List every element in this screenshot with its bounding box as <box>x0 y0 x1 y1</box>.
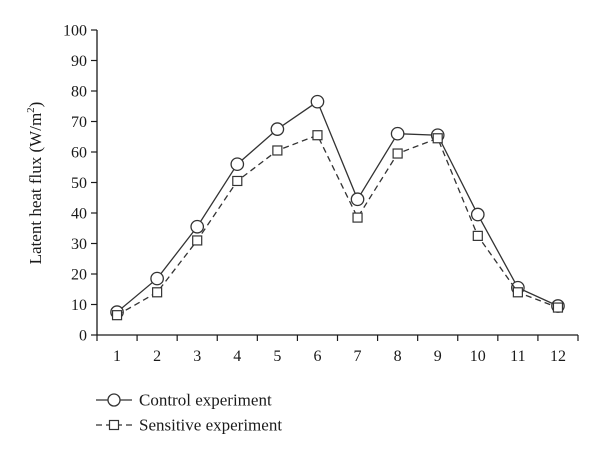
data-point-square <box>472 230 483 241</box>
legend-marker-square <box>108 419 120 431</box>
data-point-circle <box>270 122 285 136</box>
y-tick-label: 40 <box>71 206 87 223</box>
data-point-circle <box>470 207 485 222</box>
data-point-circle <box>350 192 365 207</box>
y-tick-label: 50 <box>71 175 87 192</box>
legend-item-control: Control experiment <box>96 391 272 410</box>
y-tick-label: 90 <box>71 53 87 70</box>
data-point-square <box>192 235 203 246</box>
y-tick-label: 10 <box>71 297 87 314</box>
y-tick-label: 100 <box>63 23 87 40</box>
series-line <box>116 134 559 316</box>
legend-marker-circle <box>107 393 121 407</box>
x-tick-label: 10 <box>470 348 486 365</box>
data-point-square <box>512 287 523 298</box>
data-point-square <box>432 133 443 144</box>
x-tick-label: 12 <box>550 348 566 365</box>
data-point-square <box>272 145 283 156</box>
data-point-circle <box>190 219 205 234</box>
data-point-circle <box>150 271 164 286</box>
x-tick-label: 11 <box>510 348 525 365</box>
series-control <box>110 94 565 319</box>
x-tick-label: 7 <box>354 348 362 365</box>
legend-item-sensitive: Sensitive experiment <box>96 416 282 435</box>
x-tick-label: 4 <box>233 348 241 365</box>
y-tick-label: 70 <box>71 114 87 131</box>
data-point-square <box>352 212 363 223</box>
y-axis-title: Latent heat flux (W/m2) <box>25 102 45 265</box>
series-sensitive <box>111 130 564 321</box>
x-tick-label: 9 <box>434 348 442 365</box>
data-point-square <box>232 175 243 187</box>
legend-label: Sensitive experiment <box>139 416 282 435</box>
data-point-circle <box>310 94 325 109</box>
legend: Control experiment Sensitive experiment <box>96 391 282 435</box>
x-tick-label: 5 <box>273 348 281 365</box>
x-tick-label: 8 <box>394 348 402 365</box>
series-layer <box>110 94 565 321</box>
x-tick-label: 6 <box>313 348 321 365</box>
y-tick-label: 80 <box>71 84 87 101</box>
x-tick-label: 2 <box>153 348 161 365</box>
y-tick-label: 20 <box>71 267 87 284</box>
y-tick-label: 0 <box>79 328 87 345</box>
data-point-square <box>312 130 323 141</box>
data-point-square <box>392 148 403 159</box>
data-point-square <box>111 310 123 321</box>
y-tick-label: 30 <box>71 236 87 253</box>
series-line <box>116 100 559 313</box>
data-point-square <box>552 302 564 313</box>
data-point-circle <box>390 126 405 141</box>
y-tick-label: 60 <box>71 145 87 162</box>
data-point-square <box>152 287 163 298</box>
x-tick-label: 3 <box>193 348 201 365</box>
legend-label: Control experiment <box>139 391 272 410</box>
data-point-circle <box>230 157 245 172</box>
x-tick-label: 1 <box>113 348 121 365</box>
